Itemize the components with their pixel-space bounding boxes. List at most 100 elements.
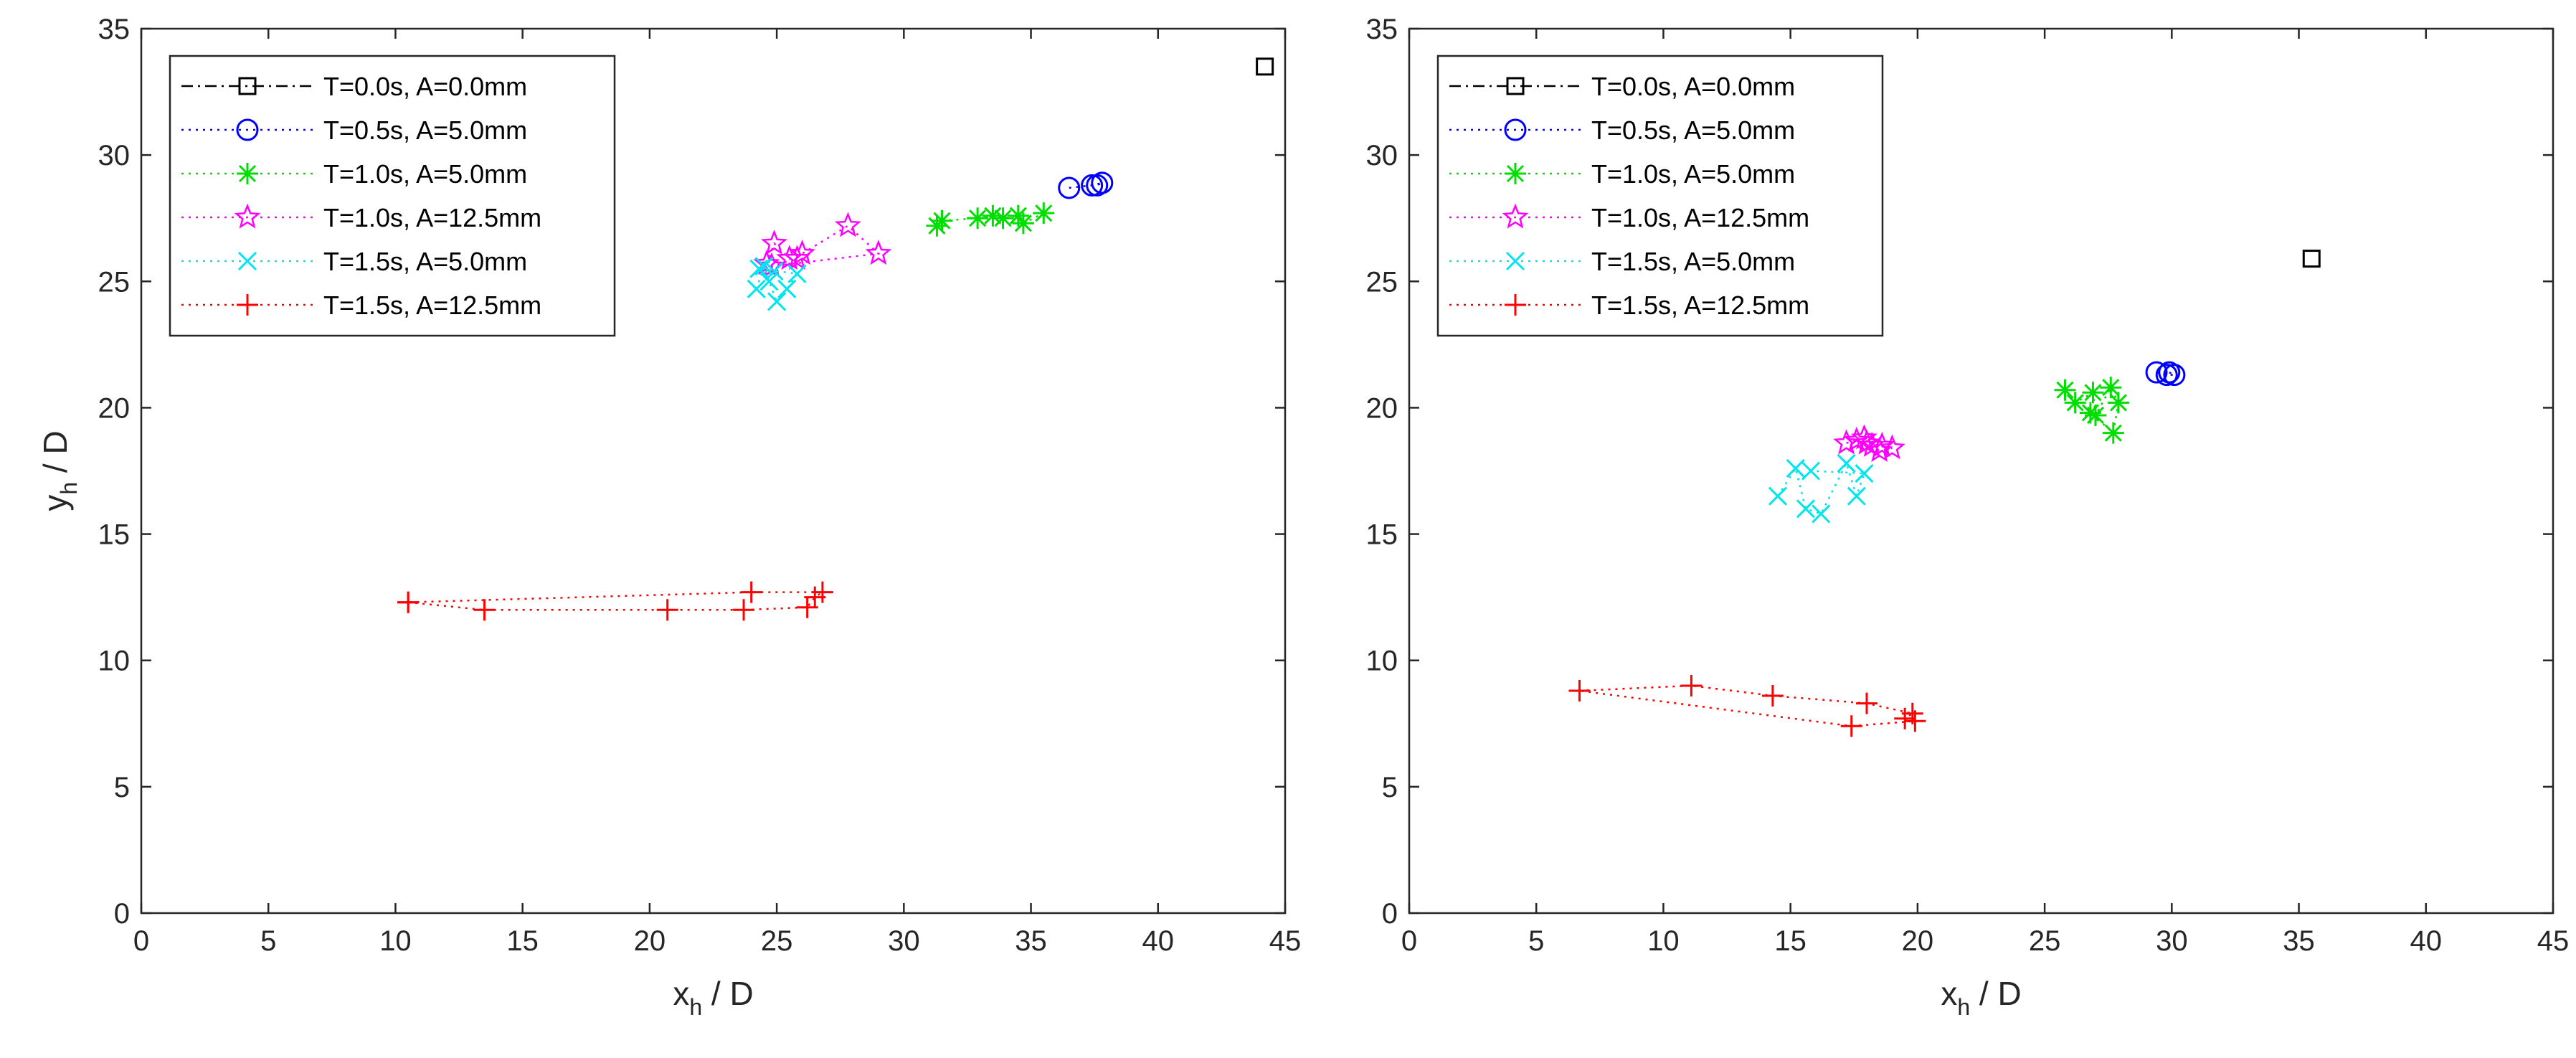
legend-marker	[1505, 294, 1526, 316]
data-point	[764, 262, 784, 281]
data-point	[747, 279, 766, 298]
y-tick-label: 15	[98, 519, 131, 551]
data-point	[1761, 685, 1784, 707]
data-point	[1868, 431, 1895, 457]
data-point	[1768, 486, 1788, 506]
data-point	[2079, 402, 2101, 424]
data-point	[787, 264, 807, 283]
x-tick-label: 10	[379, 925, 412, 957]
y-axis-label: yh / D	[37, 430, 82, 511]
legend-marker	[238, 77, 257, 95]
y-tick-label: 20	[98, 392, 131, 424]
x-axis-label: xh / D	[1941, 975, 2021, 1020]
data-point	[767, 292, 787, 311]
y-tick-label: 5	[114, 772, 130, 803]
legend-marker	[237, 251, 257, 271]
series-5	[747, 257, 807, 311]
data-point	[1081, 174, 1104, 197]
data-point	[2302, 250, 2321, 268]
legend-entry-label: T=0.0s, A=0.0mm	[1591, 72, 1795, 101]
x-axis-label: xh / D	[673, 975, 753, 1020]
data-point	[811, 581, 833, 603]
x-tick-label: 15	[506, 925, 539, 957]
x-tick-label: 5	[260, 925, 276, 957]
data-point	[1058, 176, 1081, 199]
x-tick-label: 30	[2156, 925, 2188, 957]
legend-marker	[236, 118, 259, 141]
data-point	[1796, 499, 1815, 519]
series-5	[1768, 453, 1874, 524]
data-point	[834, 212, 861, 237]
x-tick-label: 35	[1015, 925, 1047, 957]
x-tick-label: 20	[634, 925, 666, 957]
legend-marker	[1505, 163, 1526, 184]
legend-box	[1436, 55, 1884, 337]
data-point	[740, 581, 762, 603]
data-point	[865, 240, 892, 265]
y-tick-label: 30	[98, 140, 131, 171]
data-point	[1853, 429, 1880, 455]
data-point	[982, 204, 1004, 227]
x-tick-label: 10	[1647, 925, 1680, 957]
data-point	[1786, 458, 1805, 478]
data-point	[1812, 504, 1831, 524]
y-tick-label: 10	[98, 646, 131, 677]
y-tick-label: 0	[1382, 898, 1398, 930]
data-point	[2158, 361, 2181, 384]
series-3	[926, 202, 1055, 237]
data-point	[1007, 204, 1029, 227]
series-1	[2302, 250, 2321, 268]
y-tick-label: 35	[1366, 14, 1398, 45]
series-4	[1833, 424, 1905, 463]
x-tick-label: 35	[2283, 925, 2315, 957]
data-point	[2054, 379, 2076, 401]
data-point	[1894, 707, 1916, 729]
data-point	[2082, 382, 2104, 404]
series-2	[2145, 361, 2186, 387]
legend-entry-label: T=1.0s, A=12.5mm	[1591, 203, 1809, 232]
legend-entry-label: T=1.5s, A=12.5mm	[323, 291, 541, 320]
legend-entry-label: T=1.0s, A=12.5mm	[323, 203, 541, 232]
x-tick-label: 20	[1902, 925, 1934, 957]
data-point	[1904, 710, 1926, 732]
x-tick-label: 40	[2410, 925, 2443, 957]
data-point	[1033, 202, 1055, 225]
x-tick-label: 0	[1401, 925, 1417, 957]
data-point	[759, 272, 779, 291]
legend-marker	[237, 294, 258, 316]
series-line	[1776, 460, 1866, 515]
series-3	[2054, 377, 2129, 444]
x-tick-label: 25	[2029, 925, 2061, 957]
series-line	[1069, 181, 1103, 189]
y-tick-label: 20	[1366, 392, 1398, 424]
series-1	[1256, 57, 1274, 76]
x-tick-label: 30	[888, 925, 920, 957]
series-2	[1058, 171, 1114, 199]
y-axis-label-group: yh / D	[37, 430, 82, 511]
data-point	[2155, 364, 2178, 387]
data-point	[931, 209, 953, 232]
data-point	[2102, 422, 2124, 444]
data-point	[1878, 434, 1905, 460]
legend-entry-label: T=1.5s, A=5.0mm	[1591, 247, 1795, 276]
legend-entry-label: T=1.0s, A=5.0mm	[1591, 159, 1795, 189]
data-point	[1856, 692, 1877, 714]
data-point	[2107, 392, 2129, 414]
data-point	[397, 591, 420, 613]
chart-panel-2: 0 5 10 15 20 25 30 35 40 45 0 5 10 15 20 25 30 35 xh / D T=…	[1366, 14, 2570, 1020]
y-tick-label: 30	[1366, 140, 1398, 171]
data-point	[733, 599, 755, 621]
legend-entry-label: T=1.5s, A=12.5mm	[1591, 291, 1809, 320]
data-point	[1840, 715, 1862, 737]
legend-box	[169, 55, 616, 337]
y-tick-label: 0	[114, 898, 130, 930]
series-line	[408, 591, 826, 611]
data-point	[2085, 404, 2106, 426]
data-point	[1855, 463, 1874, 483]
y-tick-label: 25	[1366, 266, 1398, 298]
data-point	[656, 599, 678, 621]
data-point	[992, 207, 1014, 230]
data-point	[758, 252, 785, 278]
series-6	[1568, 674, 1926, 737]
